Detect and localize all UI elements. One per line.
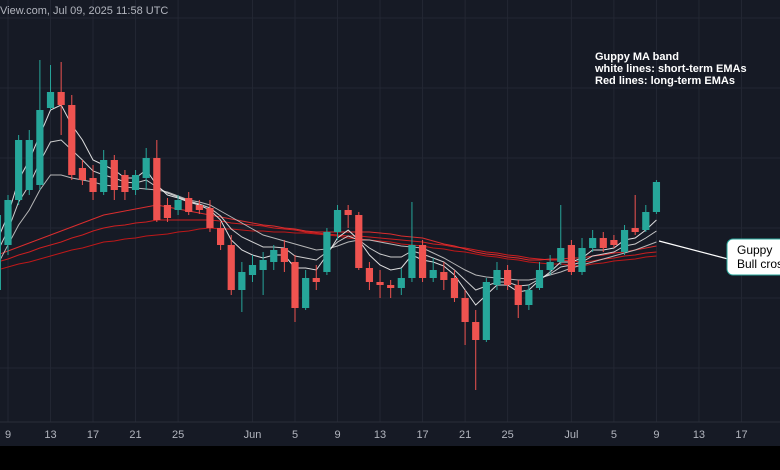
x-tick-label: 17 [87,429,99,441]
candle-body [610,240,618,245]
candle-body [57,92,65,105]
candle-body [174,200,182,210]
x-tick-label: 17 [416,429,428,441]
candle-body [599,238,607,248]
x-tick-label: 13 [374,429,386,441]
annotation: Red lines: long-term EMAs [595,75,735,87]
x-tick-label: 5 [292,429,298,441]
x-tick-label: 5 [611,429,617,441]
chart-background [0,0,780,446]
horizontal-grid [0,17,780,369]
x-tick-label: 13 [44,429,56,441]
candle-body [578,248,586,272]
x-axis: 9 13 17 21 25 Jun 5 9 13 17 21 25 Jul 5 9 13 17 [5,429,748,441]
candle-body [461,298,469,322]
candle-body [344,210,352,215]
candle-body [450,278,459,298]
candle-body [620,230,629,252]
x-tick-label: Jul [564,429,578,441]
candle-body [270,250,278,262]
candle-body [525,290,533,305]
candle-body [355,215,363,268]
x-tick-label: 13 [693,429,705,441]
callout-text: Bull cros [737,257,780,271]
candle-body [557,248,565,262]
candle-body [25,140,33,190]
candle-body [482,282,490,340]
candle-body [397,278,405,288]
annotation: Guppy MA band [595,51,679,63]
callout-pointer [658,240,729,260]
candle-body [291,262,299,308]
x-tick-label: 21 [129,429,141,441]
candle-body [163,205,172,218]
x-tick-label: Jun [244,429,262,441]
candle-body [387,285,395,288]
candle-body [589,238,597,248]
candle-body [15,140,23,200]
candle-body [440,272,448,280]
candle-body [652,182,661,212]
x-tick-label: 9 [334,429,340,441]
x-tick-label: 9 [5,429,11,441]
candle-body [153,158,161,220]
candle-body [259,260,267,270]
candle-body [302,278,310,308]
candle-body [514,285,522,305]
candle-body [89,178,97,192]
candle-body [238,272,246,290]
candle-body [418,245,427,278]
candle-body [504,270,512,285]
candle-body [110,160,118,190]
candle-body [376,282,384,285]
candle-body [36,110,44,185]
callout-text: Guppy [737,243,772,257]
candle-body [535,270,544,288]
annotation: white lines: short-term EMAs [594,63,747,75]
callout-box [726,238,780,276]
candle-body [408,245,416,278]
header: View.com, Jul 09, 2025 11:58 UTC [0,5,168,17]
candle-body [546,262,554,270]
candle-body [46,92,55,108]
candle-body [100,160,108,192]
plot [0,60,661,390]
candle-body [142,158,150,178]
candle-body [493,270,501,285]
candle-body [4,200,12,245]
candle-body [248,265,257,275]
candle-body [365,268,374,282]
candle-body [195,205,203,210]
x-tick-label: 25 [501,429,513,441]
candle-body [312,278,320,282]
candle-body [280,248,288,262]
x-tick-label: 21 [459,429,471,441]
x-tick-label: 17 [735,429,747,441]
candle-body [323,232,331,272]
candle-body [0,215,1,290]
x-tick-label: 9 [653,429,659,441]
candle-body [642,212,650,230]
candle-body [333,210,342,232]
candle-body [131,175,140,190]
candle-body [206,208,214,228]
candle-body [567,245,575,272]
candle-body [185,198,193,212]
candle-body [472,322,480,340]
candle-body [121,175,129,192]
candle-body [429,270,437,278]
candle-body [217,228,225,245]
x-tick-label: 25 [172,429,184,441]
candle-body [78,168,87,180]
candle-body [631,228,639,232]
bottom-bar [0,446,780,470]
candle-body [68,105,76,175]
candle-body [227,245,235,290]
